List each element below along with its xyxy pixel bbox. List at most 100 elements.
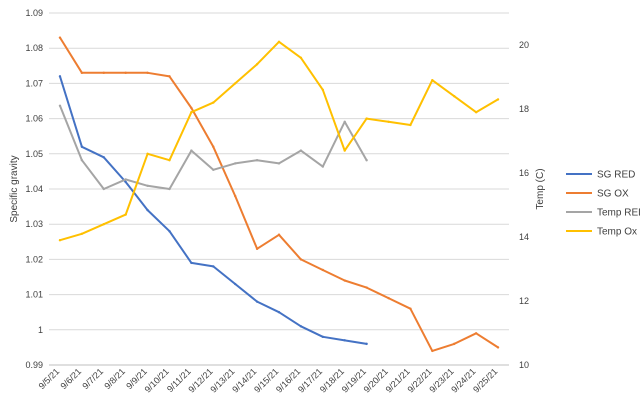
y-tick-label: 0.99 — [25, 360, 43, 370]
data-point — [124, 180, 127, 184]
x-tick-label: 9/6/21 — [59, 366, 84, 391]
y-tick-label: 1.03 — [25, 219, 43, 229]
data-point — [453, 95, 456, 98]
y2-tick-label: 20 — [519, 40, 529, 50]
data-point — [365, 286, 368, 289]
y-tick-label: 1.02 — [25, 254, 43, 264]
y-tick-label: 1.08 — [25, 43, 43, 53]
legend-label: Temp Ox — [597, 227, 637, 238]
y-tick-label: 1.01 — [25, 290, 43, 300]
data-point — [496, 346, 500, 349]
data-point — [146, 152, 149, 155]
legend-item-sg-red: SG RED — [566, 170, 635, 181]
data-point — [387, 296, 390, 300]
data-point — [168, 187, 171, 191]
data-point — [212, 145, 215, 148]
legend: SG RED SG OX Temp RED Temp Ox — [566, 170, 640, 238]
y2-axis-title: Temp (C) — [535, 168, 546, 209]
y2-tick-label: 18 — [519, 104, 529, 114]
legend-label: Temp RED — [597, 208, 640, 219]
data-point — [190, 261, 193, 265]
y-tick-label: 1.07 — [25, 78, 43, 88]
series-points-temp-red — [58, 104, 368, 191]
y-axis-title: Specific gravity — [9, 155, 20, 222]
data-point — [168, 230, 171, 233]
data-point — [168, 159, 171, 162]
data-point — [233, 162, 237, 165]
data-point — [343, 120, 346, 124]
data-point — [277, 162, 281, 165]
y2-tick-label: 14 — [519, 232, 529, 242]
legend-item-sg-ox: SG OX — [566, 189, 629, 200]
legend-label: SG OX — [597, 189, 629, 200]
data-point — [124, 71, 127, 75]
data-point — [190, 149, 193, 152]
data-point — [102, 156, 105, 159]
data-point — [58, 36, 62, 39]
data-point — [299, 149, 303, 152]
data-point — [299, 325, 303, 328]
data-point — [212, 101, 215, 104]
data-point — [124, 213, 127, 216]
data-point — [255, 62, 259, 66]
data-point — [255, 247, 259, 251]
data-point — [102, 223, 105, 226]
data-point — [277, 311, 281, 314]
y-tick-label: 1.05 — [25, 149, 43, 159]
data-point — [343, 279, 346, 282]
data-point — [365, 159, 368, 162]
y-tick-label: 1.09 — [25, 8, 43, 18]
x-tick-label: 9/5/21 — [37, 366, 62, 391]
data-point — [365, 117, 368, 120]
data-point — [80, 232, 84, 235]
data-point — [255, 300, 259, 303]
x-tick-label: 9/8/21 — [102, 366, 127, 391]
y2-tick-label: 16 — [519, 168, 529, 178]
data-point — [431, 349, 434, 353]
data-point — [58, 104, 62, 108]
data-point — [321, 335, 325, 339]
data-point — [409, 123, 412, 127]
y-tick-label: 1 — [38, 325, 43, 335]
data-point — [233, 82, 237, 85]
data-point — [58, 75, 62, 78]
data-point — [387, 120, 390, 124]
data-point — [102, 71, 105, 75]
gridlines — [49, 12, 509, 366]
legend-item-temp-red: Temp RED — [566, 208, 640, 219]
series-points-temp-ox — [58, 40, 500, 242]
y-tick-label: 1.04 — [25, 184, 43, 194]
data-point — [102, 187, 105, 191]
series-line-temp-ox — [59, 40, 499, 242]
data-point — [321, 88, 325, 92]
series-line-sg-red — [59, 75, 368, 345]
data-point — [190, 106, 193, 110]
data-point — [212, 168, 215, 171]
data-point — [277, 40, 281, 43]
data-point — [365, 342, 368, 346]
data-point — [255, 159, 259, 162]
data-point — [80, 71, 84, 75]
legend-item-temp-ox: Temp Ox — [566, 227, 637, 238]
data-point — [80, 145, 84, 148]
data-point — [168, 75, 171, 78]
data-point — [80, 159, 84, 162]
data-point — [321, 268, 325, 272]
data-point — [474, 332, 478, 335]
series-points-sg-red — [58, 75, 368, 346]
data-point — [299, 56, 303, 59]
data-point — [496, 98, 500, 101]
data-point — [190, 111, 193, 114]
data-point — [474, 111, 478, 114]
x-tick-label: 9/7/21 — [80, 366, 105, 391]
x-tick-label: 9/25/21 — [471, 366, 499, 394]
axes: 0.99 1 1.01 1.02 1.03 1.04 1.05 1.06 1.07 1.08 1.0… — [9, 8, 546, 395]
series — [58, 36, 500, 353]
data-point — [212, 265, 215, 268]
data-point — [431, 79, 434, 82]
y2-tick-label: 12 — [519, 296, 529, 306]
data-point — [233, 194, 237, 198]
series-line-sg-ox — [59, 36, 499, 352]
